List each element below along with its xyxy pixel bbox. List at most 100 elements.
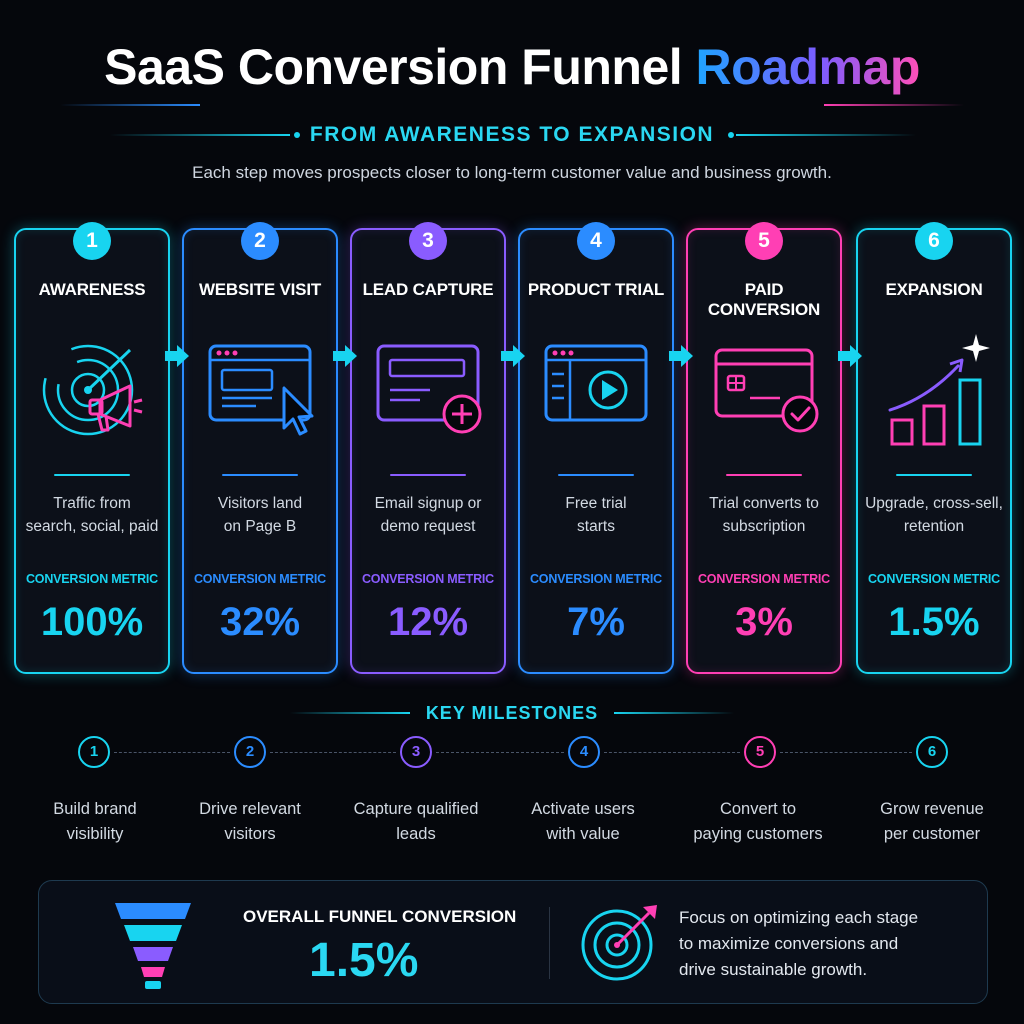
milestone-label-line: Build brand	[53, 800, 137, 818]
milestone-label: Activate users with value	[498, 797, 668, 847]
milestone-label: Build brand visibility	[10, 797, 180, 847]
stage-desc-line: Upgrade, cross-sell,	[865, 495, 1003, 512]
milestones-header: KEY MILESTONES	[425, 703, 599, 723]
stage-description: Upgrade, cross-sell, retention	[864, 492, 1004, 538]
target-arrow-icon	[581, 905, 657, 981]
milestone-label-line: leads	[396, 825, 436, 843]
stage-desc-line: Free trial	[565, 495, 627, 512]
credit-card-check-icon	[714, 348, 819, 433]
stage-divider	[390, 474, 466, 476]
metric-value: 3%	[735, 600, 793, 644]
metric-value: 7%	[567, 600, 625, 644]
stage-description: Trial converts to subscription	[694, 492, 834, 538]
milestone-connector	[436, 752, 564, 753]
milestone-number: 4	[568, 736, 600, 768]
stage-desc-line: retention	[903, 518, 965, 535]
milestone-label-line: Capture qualified	[353, 800, 479, 818]
funnel-icon	[115, 903, 191, 989]
deco-line	[614, 712, 734, 714]
stage-card-paid-conversion: PAID CONVERSION Trial converts to subscr…	[686, 228, 842, 674]
deco-line	[824, 104, 964, 106]
deco-line	[736, 134, 916, 136]
deco-dot	[728, 132, 734, 138]
subtitle-row: FROM AWARENESS TO EXPANSION	[0, 120, 1024, 150]
metric-label: CONVERSION METRIC	[361, 572, 495, 586]
metric-value: 100%	[40, 600, 144, 644]
milestone-connector	[780, 752, 912, 753]
stage-title: AWARENESS	[38, 280, 146, 299]
form-plus-icon	[376, 344, 482, 434]
milestone-number: 6	[916, 736, 948, 768]
stage-desc-line: on Page B	[223, 518, 297, 535]
stage-desc-line: Traffic from	[53, 495, 131, 512]
stage-badge: 3	[409, 222, 447, 260]
tagline: Each step moves prospects closer to long…	[192, 163, 832, 182]
stage-divider	[558, 474, 634, 476]
page-title: SaaS Conversion Funnel Roadmap	[0, 38, 1024, 96]
deco-line	[290, 712, 410, 714]
metric-label: CONVERSION METRIC	[867, 572, 1001, 586]
stage-card-expansion: EXPANSION Upgrade, cross-sell, retention…	[856, 228, 1012, 674]
milestone-label-line: with value	[546, 825, 620, 843]
summary-panel: OVERALL FUNNEL CONVERSION 1.5% Focus on …	[38, 880, 988, 1004]
stage-description: Free trial starts	[526, 492, 666, 538]
metric-value: 1.5%	[888, 600, 980, 644]
subtitle: FROM AWARENESS TO EXPANSION	[309, 123, 715, 146]
arrow-right-icon	[165, 345, 189, 367]
milestone-number: 5	[744, 736, 776, 768]
title-accent: Roadmap	[695, 39, 921, 95]
milestone-label-line: Grow revenue	[880, 800, 984, 818]
stage-badge: 5	[745, 222, 783, 260]
summary-label: OVERALL FUNNEL CONVERSION	[243, 907, 517, 926]
summary-value: 1.5%	[309, 934, 419, 987]
radar-megaphone-icon	[42, 344, 143, 436]
stage-description: Traffic from search, social, paid	[22, 492, 162, 538]
milestone-label-line: visitors	[224, 825, 276, 843]
milestone-label: Grow revenue per customer	[847, 797, 1017, 847]
stage-description: Email signup or demo request	[358, 492, 498, 538]
app-play-icon	[544, 344, 648, 422]
milestone-connector	[270, 752, 396, 753]
stage-desc-line: demo request	[380, 518, 476, 535]
deco-line	[60, 104, 200, 106]
title-main: SaaS Conversion Funnel	[104, 39, 683, 95]
metric-value: 32%	[219, 600, 301, 644]
stage-badge: 2	[241, 222, 279, 260]
stage-desc-line: subscription	[722, 518, 806, 535]
milestone-label-line: Convert to	[719, 800, 797, 818]
milestone-connector	[114, 752, 230, 753]
stage-title: LEAD CAPTURE	[362, 280, 494, 299]
stage-divider	[726, 474, 802, 476]
arrow-right-icon	[501, 345, 525, 367]
stage-divider	[896, 474, 972, 476]
arrow-right-icon	[669, 345, 693, 367]
metric-label: CONVERSION METRIC	[529, 572, 663, 586]
metric-value: 12%	[387, 600, 469, 644]
stage-badge: 4	[577, 222, 615, 260]
stage-card-lead-capture: LEAD CAPTURE Email signup or demo reques…	[350, 228, 506, 674]
stage-card-website-visit: WEBSITE VISIT Visitors land on Page B CO…	[182, 228, 338, 674]
summary-text-line: drive sustainable growth.	[679, 960, 868, 979]
milestone-label-line: visibility	[66, 825, 124, 843]
stage-badge: 1	[73, 222, 111, 260]
milestone-label-line: per customer	[883, 825, 981, 843]
milestone-label: Drive relevant visitors	[165, 797, 335, 847]
milestone-label-line: Drive relevant	[199, 800, 301, 818]
milestones-header-row: KEY MILESTONES	[0, 700, 1024, 726]
milestone-label-line: Activate users	[531, 800, 635, 818]
deco-dot	[294, 132, 300, 138]
stage-card-awareness: AWARENESS Traffic from search, social, p…	[14, 228, 170, 674]
metric-label: CONVERSION METRIC	[697, 572, 831, 586]
stage-desc-line: Email signup or	[374, 495, 482, 512]
milestone-label-line: paying customers	[693, 825, 823, 843]
summary-divider	[549, 907, 550, 979]
growth-chart-icon	[888, 334, 990, 446]
metric-label: CONVERSION METRIC	[25, 572, 159, 586]
stage-badge: 6	[915, 222, 953, 260]
stage-description: Visitors land on Page B	[190, 492, 330, 538]
stage-title: EXPANSION	[885, 280, 983, 299]
milestone-label: Capture qualified leads	[331, 797, 501, 847]
stage-desc-line: Trial converts to	[709, 495, 819, 512]
arrow-right-icon	[333, 345, 357, 367]
stage-card-product-trial: PRODUCT TRIAL Free trial starts CONVERSI…	[518, 228, 674, 674]
